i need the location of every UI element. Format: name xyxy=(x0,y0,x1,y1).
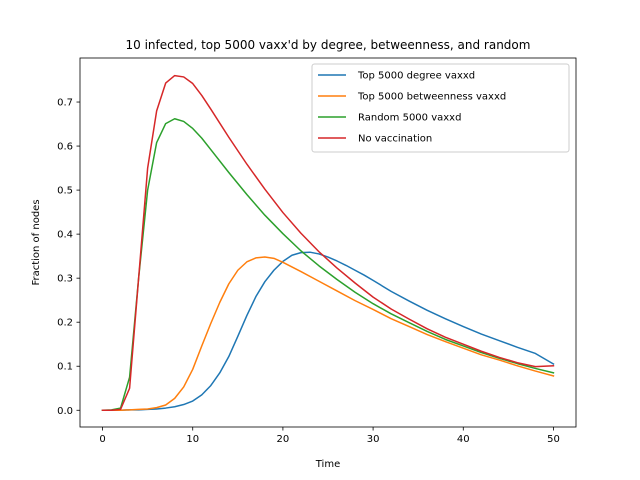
x-tick-label: 20 xyxy=(277,434,290,445)
y-axis-ticks: 0.0 0.1 0.2 0.3 0.4 0.5 0.6 0.7 xyxy=(57,98,80,417)
legend-label-3: No vaccination xyxy=(358,134,432,145)
x-tick-label: 30 xyxy=(367,434,380,445)
legend-label-0: Top 5000 degree vaxxd xyxy=(357,71,475,82)
series-line-1 xyxy=(101,256,555,412)
legend-label-1: Top 5000 betweenness vaxxd xyxy=(357,92,506,103)
y-tick-label: 0.6 xyxy=(57,142,73,153)
x-tick-label: 40 xyxy=(457,434,470,445)
y-tick-label: 0.2 xyxy=(57,318,73,329)
series-line-3 xyxy=(101,74,555,412)
x-axis-label: Time xyxy=(315,459,340,470)
axes-frame xyxy=(79,57,577,428)
legend-label-2: Random 5000 vaxxd xyxy=(358,113,461,124)
y-tick-label: 0.7 xyxy=(57,98,73,109)
x-tick-label: 50 xyxy=(547,434,560,445)
series-line-0 xyxy=(101,251,555,412)
legend-box xyxy=(311,63,570,153)
legend: Top 5000 degree vaxxd Top 5000 betweennes… xyxy=(311,63,570,153)
y-tick-label: 0.3 xyxy=(57,274,73,285)
series-line-2 xyxy=(101,118,555,412)
x-axis-ticks: 0 10 20 30 40 50 xyxy=(99,427,560,445)
x-tick-label: 10 xyxy=(186,434,199,445)
chart-title: 10 infected, top 5000 vaxx'd by degree, … xyxy=(126,38,531,52)
y-tick-label: 0.0 xyxy=(57,406,73,417)
plot-area xyxy=(79,57,577,428)
y-tick-label: 0.1 xyxy=(57,362,73,373)
y-tick-label: 0.4 xyxy=(57,230,73,241)
y-axis-label: Fraction of nodes xyxy=(31,199,42,285)
y-tick-label: 0.5 xyxy=(57,186,73,197)
x-tick-label: 0 xyxy=(99,434,105,445)
series-lines xyxy=(101,74,555,412)
